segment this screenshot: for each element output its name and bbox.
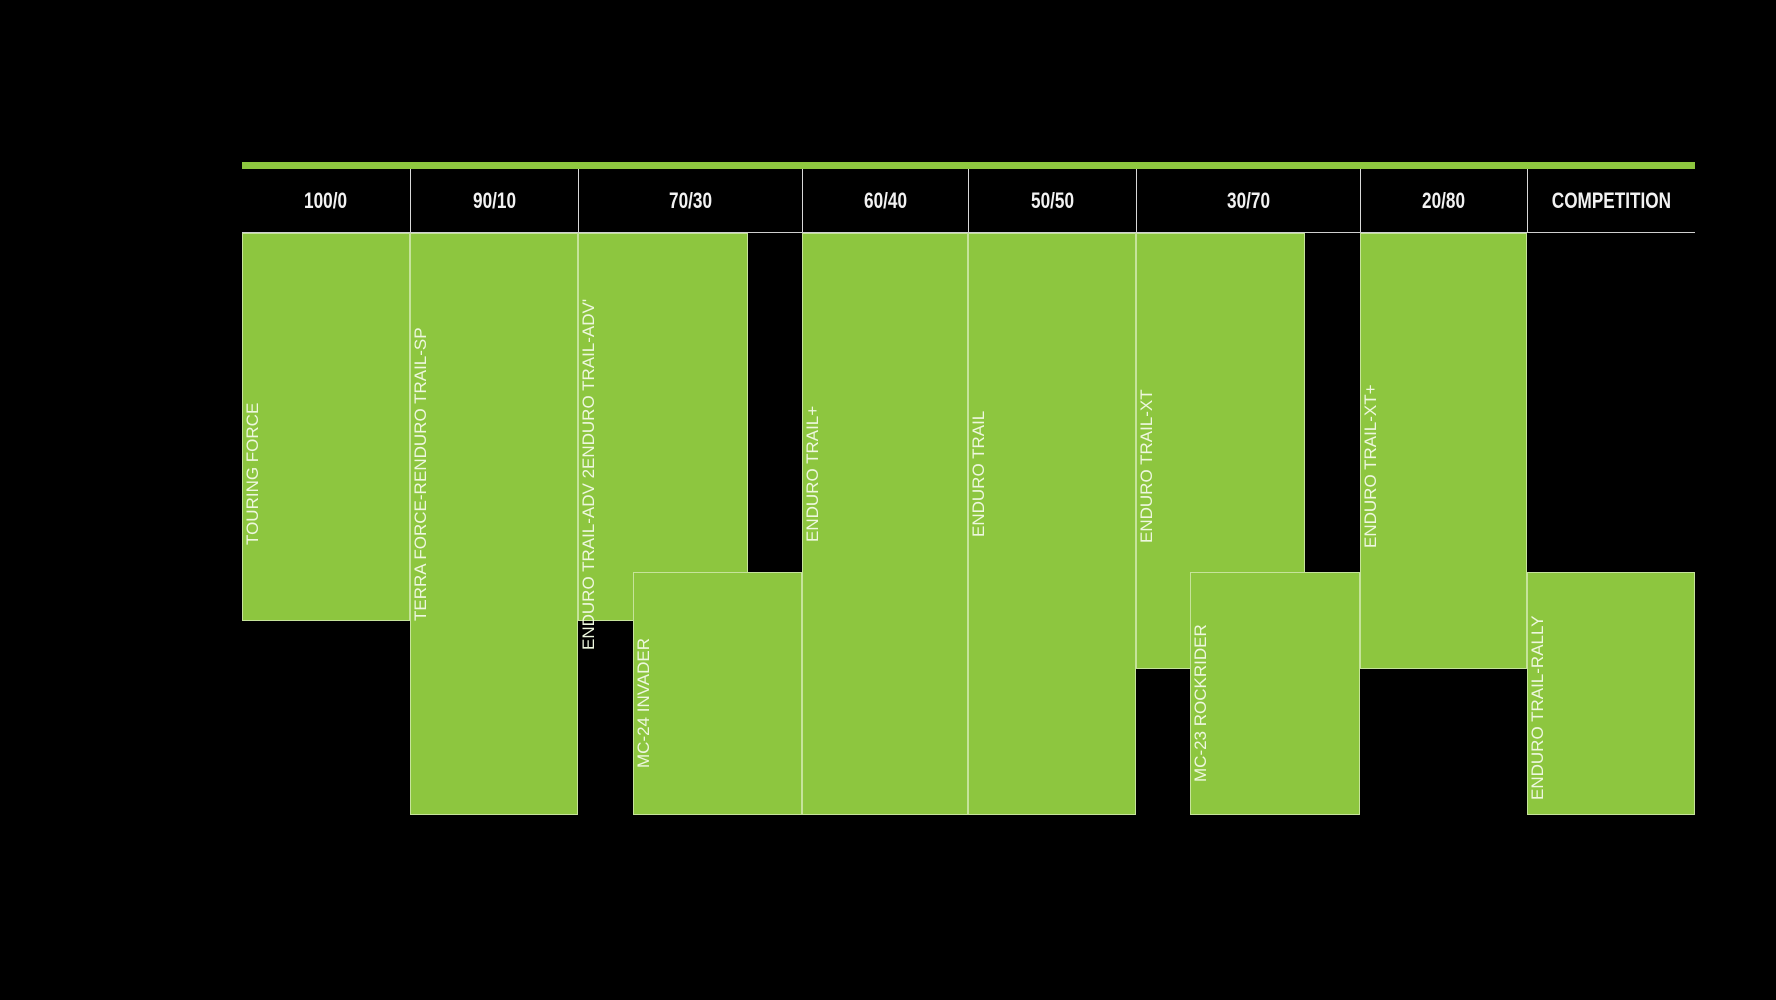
header-20-80: 20/80 [1360, 169, 1527, 233]
header-label: 70/30 [669, 188, 712, 213]
label-line: MC-24 INVADER [634, 637, 653, 769]
block-label: ENDURO TRAIL-RALLY [1528, 603, 1694, 813]
label-line: ENDURO TRAIL [969, 410, 988, 538]
block-enduro-trail-plus: ENDURO TRAIL+ [802, 233, 968, 815]
header-label: 100/0 [304, 188, 348, 213]
block-touring-force: TOURING FORCE [242, 233, 410, 621]
block-label: ENDURO TRAIL+ [803, 264, 967, 684]
top-accent-bar [242, 162, 1695, 169]
header-90-10: 90/10 [410, 169, 578, 233]
label-line: ENDURO TRAIL-ADV' [579, 298, 598, 469]
header-30-70: 30/70 [1136, 169, 1360, 233]
header-divider [242, 232, 1695, 233]
block-label: ENDURO TRAIL-XT+ [1361, 264, 1526, 668]
label-line: MC-23 ROCKRIDER [1191, 624, 1210, 782]
header-label: COMPETITION [1551, 188, 1672, 213]
label-line: ENDURO TRAIL-SP [411, 327, 430, 482]
header-label: 20/80 [1422, 188, 1466, 213]
block-label: ENDURO TRAIL [969, 264, 1135, 684]
label-line: ENDURO TRAIL-XT [1137, 389, 1156, 543]
block-label: MC-23 ROCKRIDER [1191, 603, 1359, 803]
label-line: TERRA FORCE-R [411, 481, 430, 621]
header-competition: COMPETITION [1527, 169, 1695, 233]
header-label: 90/10 [473, 188, 516, 213]
block-mc-23-rockrider: MC-23 ROCKRIDER [1190, 572, 1360, 815]
header-50-50: 50/50 [968, 169, 1136, 233]
label-line: ENDURO TRAIL+ [803, 405, 822, 543]
block-label: TERRA FORCE-R ENDURO TRAIL-SP [411, 264, 577, 684]
block-mc-24-invader: MC-24 INVADER [633, 572, 802, 815]
block-label: MC-24 INVADER [634, 603, 801, 803]
label-line: ENDURO TRAIL-XT+ [1361, 384, 1380, 548]
header-label: 60/40 [864, 188, 907, 213]
header-label: 30/70 [1227, 188, 1270, 213]
label-line: ENDURO TRAIL-RALLY [1528, 615, 1547, 801]
label-line: TOURING FORCE [243, 402, 262, 546]
block-enduro-trail: ENDURO TRAIL [968, 233, 1136, 815]
header-60-40: 60/40 [802, 169, 968, 233]
block-enduro-trail-adv: ENDURO TRAIL-ADV 2 ENDURO TRAIL-ADV' [578, 233, 748, 650]
block-enduro-trail-rally: ENDURO TRAIL-RALLY [1527, 572, 1695, 815]
block-label: TOURING FORCE [243, 264, 409, 684]
block-enduro-trail-xt-plus: ENDURO TRAIL-XT+ [1360, 233, 1527, 669]
block-terra-force: TERRA FORCE-R ENDURO TRAIL-SP [410, 233, 578, 815]
header-100-0: 100/0 [242, 169, 410, 233]
header-70-30: 70/30 [578, 169, 802, 233]
header-label: 50/50 [1031, 188, 1074, 213]
